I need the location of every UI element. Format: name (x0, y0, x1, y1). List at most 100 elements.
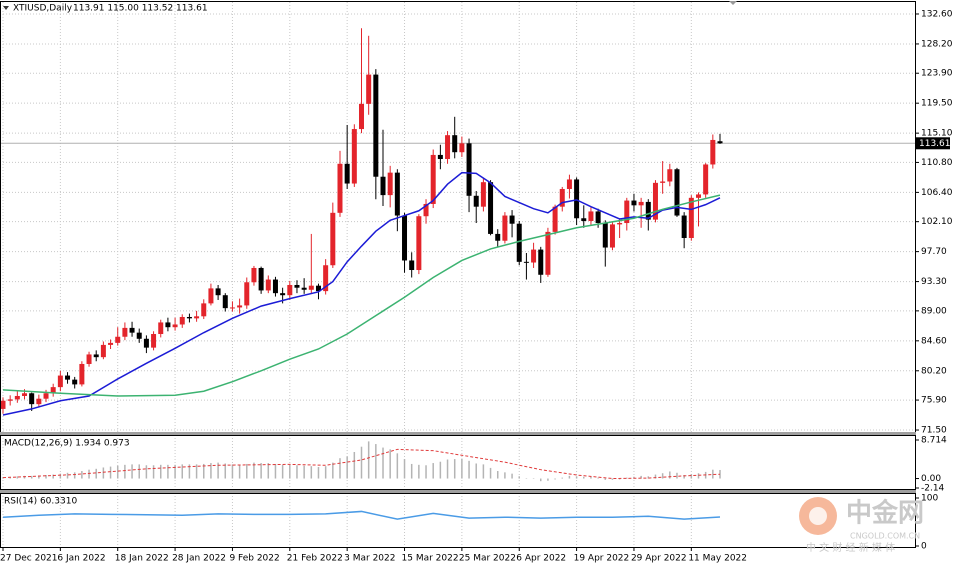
y-tick-label: 8.714 (921, 436, 947, 446)
macd-bar (238, 464, 241, 479)
macd-bar (2, 477, 4, 479)
macd-signal (2, 448, 721, 480)
macd-bar (661, 473, 664, 479)
candle-body (151, 334, 157, 348)
logo-inner (809, 507, 827, 525)
macd-title: MACD(12,26,9) 1.934 0.973 (4, 439, 130, 449)
candle-body (538, 249, 544, 275)
macd-bar (30, 475, 33, 479)
macd-bar (181, 464, 183, 479)
candle-body (79, 363, 85, 385)
pane-separator (0, 490, 916, 493)
collapse-arrow[interactable] (3, 6, 9, 10)
x-tick-label: 18 Jan 2022 (115, 554, 169, 564)
macd-bar (375, 444, 377, 479)
x-tick-label: 28 Jan 2022 (172, 554, 226, 564)
macd-bar (317, 467, 320, 479)
candle-body (681, 215, 687, 239)
candle-body (86, 354, 92, 364)
macd-bar (203, 463, 205, 479)
candle-body (330, 212, 336, 266)
macd-bar (174, 464, 176, 479)
y-tick-label: 84.60 (921, 336, 947, 346)
candle-body (237, 305, 243, 308)
x-tick-label: 9 Feb 2022 (229, 554, 279, 564)
macd-bar (16, 476, 19, 479)
macd-bar (167, 464, 169, 479)
macd-bar (604, 478, 607, 480)
candle-body (380, 176, 386, 196)
candle-body (638, 201, 644, 206)
macd-bar (360, 446, 363, 479)
candle-body (609, 224, 615, 248)
candle-body (359, 103, 364, 130)
candle-body (559, 188, 565, 207)
y-tick-label: 106.40 (921, 188, 953, 198)
macd-bar (511, 473, 513, 479)
x-tick-label: 3 Mar 2022 (344, 554, 395, 564)
macd-bar (195, 464, 198, 479)
macd-bar (425, 465, 427, 479)
candle-body (344, 163, 350, 184)
candle-body (194, 316, 200, 319)
price-tag (916, 137, 950, 150)
macd-bar (131, 464, 133, 479)
candle-body (158, 322, 164, 335)
candle-body (631, 200, 637, 206)
y-tick-label: -2.14 (921, 484, 945, 494)
candle-body (186, 316, 192, 319)
macd-bar (432, 463, 434, 479)
candle-body (645, 201, 651, 220)
macd-bar (159, 464, 162, 479)
macd-bar (246, 463, 248, 479)
candle-body (688, 197, 694, 239)
macd-bar (640, 475, 642, 479)
candle-body (72, 379, 78, 385)
candle-body (660, 181, 666, 183)
candle-body (351, 129, 357, 184)
candle-body (65, 375, 71, 380)
macd-bar (482, 464, 485, 479)
y-tick-label: 123.90 (921, 69, 953, 79)
chart-title: XTIUSD,Daily (13, 4, 73, 14)
candle-body (315, 285, 321, 292)
candle-body (545, 231, 551, 275)
candle-body (308, 285, 314, 290)
candle-body (57, 375, 63, 388)
candle-body (294, 284, 300, 288)
macd-bar (260, 463, 262, 479)
candle-body (624, 200, 630, 224)
candle-body (502, 215, 508, 241)
candle-body (574, 179, 580, 219)
x-tick-label: 21 Feb 2022 (287, 554, 343, 564)
candle-body (287, 284, 293, 296)
watermark-slogan: 中 文 财 经 新 媒 体 (806, 541, 895, 554)
macd-bar (45, 474, 47, 479)
macd-bar (346, 456, 348, 479)
x-tick-label: 6 Apr 2022 (516, 554, 566, 564)
candle-body (0, 400, 6, 409)
macd-bar (52, 474, 54, 479)
macd-bar (683, 474, 685, 479)
macd-bar (396, 453, 399, 479)
macd-bar (138, 464, 140, 479)
macd-bar (145, 465, 148, 479)
candle-body (423, 203, 429, 217)
candle-body (50, 387, 56, 394)
macd-bar (217, 462, 219, 479)
y-tick-label: 93.30 (921, 277, 947, 287)
macd-bar (583, 476, 585, 479)
candle-body (480, 182, 486, 207)
candle-body (22, 393, 28, 396)
macd-bar (296, 465, 298, 479)
candle-body (531, 249, 537, 263)
macd-bar (210, 463, 212, 479)
candle-body (430, 154, 436, 204)
candle-body (373, 74, 379, 177)
candle-body (129, 327, 135, 333)
y-tick-label: 75.90 (921, 396, 947, 406)
candle-body (667, 169, 673, 182)
y-tick-label: 119.50 (921, 99, 953, 109)
x-tick-label: 15 Mar 2022 (402, 554, 459, 564)
